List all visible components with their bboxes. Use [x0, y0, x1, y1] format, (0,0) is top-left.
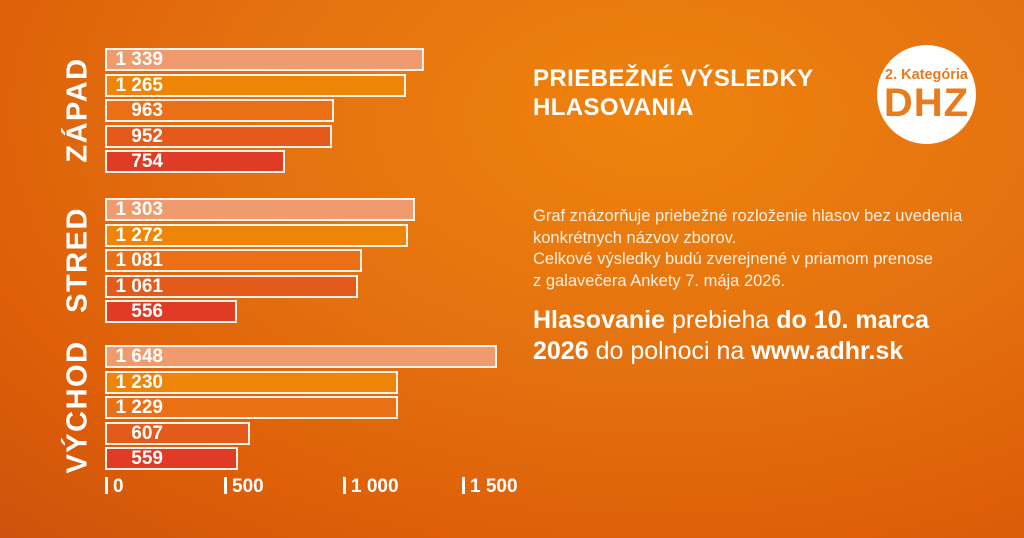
description-line: konkrétnych názvov zborov.	[533, 228, 737, 247]
bar: 1 648	[105, 345, 498, 368]
axis-tick: 0	[105, 476, 124, 498]
bar-value-label: 754	[131, 151, 163, 172]
bars-stack: 1 339 1 265 963 952 754	[105, 48, 424, 176]
axis-tick-mark	[224, 477, 227, 494]
bar: 952	[105, 124, 332, 148]
description-line: Celkové výsledky budú zverejnené v priam…	[533, 250, 933, 268]
bar-value-label: 556	[131, 301, 163, 322]
axis-tick-label: 1 500	[470, 476, 518, 497]
cta-text-segment: Hlasovanie	[533, 306, 666, 334]
axis-tick-mark	[105, 477, 108, 494]
group-label: VÝCHOD	[61, 340, 94, 474]
category-badge: 2. Kategória DHZ	[877, 45, 976, 144]
bar: 963	[105, 99, 335, 122]
bars-stack: 1 648 1 230 1 229 607 559	[105, 345, 498, 473]
bar: 1 272	[105, 223, 408, 247]
axis-tick-mark	[462, 477, 465, 494]
bar-value-label: 963	[131, 100, 163, 121]
cta-text-segment: prebieha	[665, 306, 777, 334]
axis-tick: 1 000	[343, 476, 399, 498]
axis-tick-label: 0	[113, 476, 124, 497]
axis-tick: 1 500	[462, 476, 518, 498]
x-axis: 0 500 1 000 1 500	[105, 476, 525, 500]
description: Graf znázorňuje priebežné rozloženie hla…	[533, 206, 962, 292]
bar: 559	[105, 447, 238, 470]
bar-value-label: 952	[131, 125, 163, 147]
bar: 1 303	[105, 198, 416, 221]
cta-text-segment: do polnoci na	[588, 337, 752, 365]
axis-tick: 500	[224, 476, 264, 498]
bar: 1 081	[105, 249, 363, 272]
bar: 754	[105, 150, 285, 173]
axis-tick-mark	[343, 477, 346, 494]
badge-category-label: 2. Kategória	[885, 67, 968, 83]
bars-stack: 1 303 1 272 1 081 1 061 556	[105, 198, 416, 326]
bar-value-label: 559	[131, 448, 163, 469]
axis-tick-label: 500	[232, 476, 264, 497]
description-line: z galavečera Ankety 7. mája 2026.	[533, 271, 786, 290]
badge-acronym: DHZ	[883, 81, 970, 125]
website-url: www.adhr.sk	[751, 337, 904, 365]
bar-value-label: 1 272	[115, 224, 163, 246]
group-label: ZÁPAD	[61, 57, 94, 163]
bar: 1 061	[105, 274, 358, 298]
bar: 556	[105, 300, 238, 323]
bar-value-label: 1 265	[115, 74, 163, 96]
bar-value-label: 607	[131, 422, 163, 444]
bar: 607	[105, 421, 250, 445]
cta-text-segment: do 10. marca 2026	[533, 306, 930, 365]
group-label: STRED	[61, 207, 94, 313]
bar: 1 339	[105, 48, 424, 71]
bar-value-label: 1 081	[115, 250, 163, 271]
bar-value-label: 1 339	[115, 49, 163, 70]
bar-value-label: 1 061	[115, 275, 163, 297]
axis-tick-label: 1 000	[351, 476, 399, 497]
description-line: Graf znázorňuje priebežné rozloženie hla…	[533, 207, 963, 225]
bar: 1 230	[105, 370, 398, 394]
page-title: PRIEBEŽNÉ VÝSLEDKY HLASOVANIA	[533, 65, 814, 121]
bar: 1 229	[105, 396, 398, 419]
bar-value-label: 1 648	[115, 346, 163, 367]
voting-deadline-text: Hlasovanie prebieha do 10. marca 2026 do…	[533, 305, 973, 367]
bar-value-label: 1 303	[115, 199, 163, 220]
bar: 1 265	[105, 73, 407, 97]
bar-chart: ZÁPAD 1 339 1 265 963 952 754 STRED 1 303 1 272 1…	[61, 48, 525, 500]
bar-value-label: 1 230	[115, 371, 163, 393]
bar-value-label: 1 229	[115, 397, 163, 418]
